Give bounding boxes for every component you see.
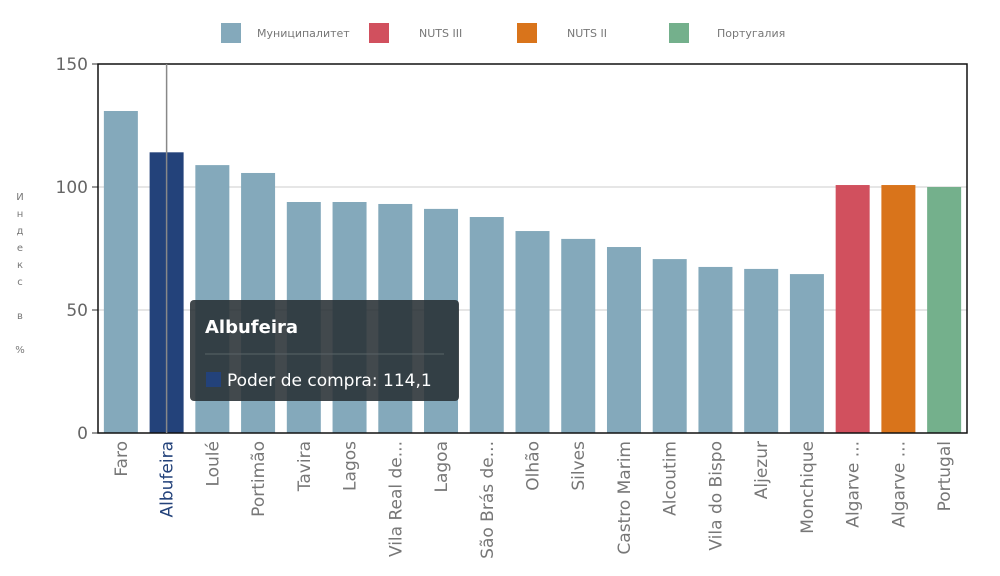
x-tick-label: Portimão: [249, 441, 269, 517]
bar-13: [698, 266, 733, 433]
x-tick-label: Olhão: [524, 441, 544, 491]
bar-9: [515, 231, 550, 433]
x-tick-label: Monchique: [798, 441, 818, 534]
x-tick-label: Vila do Bispo: [706, 441, 726, 551]
bar-17: [881, 185, 916, 433]
x-tick-label: Aljezur: [752, 441, 772, 499]
legend-label: Португалия: [717, 27, 785, 40]
x-tick-label: Lagos: [341, 441, 361, 491]
bar-10: [561, 238, 596, 433]
x-tick-label: Lagoa: [432, 441, 452, 493]
y-tick-label: 0: [77, 424, 88, 444]
legend-swatch: [517, 23, 537, 43]
legend-swatch: [369, 23, 389, 43]
tooltip-value: Poder de compra: 114,1: [227, 371, 432, 391]
x-tick-label: Silves: [569, 441, 589, 491]
x-tick-label: Tavira: [295, 441, 315, 492]
x-tick-label: Loulé: [203, 441, 223, 487]
bar-16: [835, 185, 870, 433]
tooltip-swatch: [206, 372, 221, 387]
bar-12: [652, 259, 687, 433]
tooltip-series: Poder de compra: [227, 371, 372, 391]
tooltip-number: 114,1: [383, 371, 432, 391]
tooltip-box: [190, 300, 459, 401]
x-tick-label: Algarve ...: [844, 441, 864, 528]
x-tick-label: Alcoutim: [661, 441, 681, 516]
bar-8: [469, 217, 504, 433]
x-tick-label: Faro: [112, 441, 132, 477]
bar-14: [744, 268, 779, 433]
x-tick-label: São Brás de...: [478, 441, 498, 559]
y-tick-label: 50: [66, 301, 88, 321]
x-tick-label: Albufeira: [158, 441, 178, 518]
legend-label: NUTS III: [419, 27, 462, 40]
x-tick-label: Portugal: [935, 441, 955, 511]
x-tick-label: Castro Marim: [615, 441, 635, 555]
bar-0: [103, 110, 138, 434]
legend-swatch: [221, 23, 241, 43]
bar-11: [606, 247, 641, 433]
x-tick-label: Vila Real de...: [386, 441, 406, 557]
legend-swatch: [669, 23, 689, 43]
legend-label: Муниципалитет: [257, 27, 350, 40]
legend-label: NUTS II: [567, 27, 607, 40]
y-tick-label: 100: [56, 178, 88, 198]
y-tick-label: 150: [56, 55, 88, 75]
x-tick-label: Algarve ...: [889, 441, 909, 528]
bar-15: [789, 274, 824, 433]
bar-18: [927, 187, 962, 433]
plot-frame: [97, 63, 968, 434]
tooltip-title: Albufeira: [205, 317, 298, 338]
